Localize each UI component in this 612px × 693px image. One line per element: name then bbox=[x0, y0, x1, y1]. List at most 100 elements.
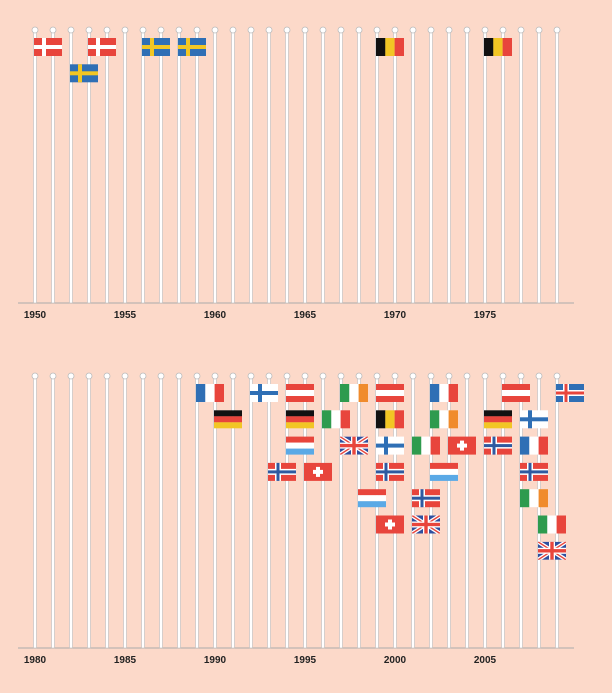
flagpole-1970 bbox=[391, 26, 399, 304]
flag-france-2002 bbox=[430, 384, 458, 402]
year-tick-label: 2000 bbox=[384, 655, 407, 666]
year-tick-label: 1965 bbox=[294, 310, 317, 321]
flagpole-1965 bbox=[301, 26, 309, 304]
flagpole-1991 bbox=[229, 372, 237, 649]
flagpole-1978 bbox=[535, 26, 543, 304]
flagpole-1966 bbox=[319, 26, 327, 304]
flag-italy-2008 bbox=[538, 515, 566, 534]
flagpole-1984 bbox=[103, 372, 111, 649]
flag-ireland-2007 bbox=[520, 489, 548, 508]
flag-italy-2001 bbox=[412, 436, 440, 455]
timeline-panel-1980s-2000s: 1980 1985 1990 1995 2000 2005 bbox=[18, 372, 584, 666]
flag-belgium-1975 bbox=[484, 38, 512, 56]
flag-germany-1990 bbox=[214, 410, 242, 429]
flagpole-1988 bbox=[175, 372, 183, 649]
flagpole-1997 bbox=[337, 372, 345, 649]
flag-germany-2005 bbox=[484, 410, 512, 429]
flag-italy-1996 bbox=[322, 410, 350, 429]
flagpole-2001 bbox=[409, 372, 417, 649]
flagpole-1977 bbox=[517, 26, 525, 304]
flag-sweden-1956 bbox=[142, 38, 170, 56]
flag-austria-2006 bbox=[502, 384, 530, 402]
flag-uk-1997 bbox=[340, 436, 368, 455]
flagpole-2006 bbox=[499, 372, 507, 649]
flagpole-1962 bbox=[247, 26, 255, 304]
flagpole-1959 bbox=[193, 26, 201, 304]
flag-sweden-1952 bbox=[70, 64, 98, 83]
flagpole-1968 bbox=[355, 26, 363, 304]
flag-austria-1999 bbox=[376, 384, 404, 402]
flagpole-1990 bbox=[211, 372, 219, 649]
flag-iceland-2009 bbox=[556, 384, 584, 402]
flag-norway-1993 bbox=[268, 462, 296, 481]
flag-france-2007 bbox=[520, 436, 548, 455]
year-tick-label: 1955 bbox=[114, 310, 137, 321]
flag-ireland-1997 bbox=[340, 384, 368, 402]
flagpole-2002 bbox=[427, 372, 435, 649]
flagpole-1996 bbox=[319, 372, 327, 649]
flag-uk-2001 bbox=[412, 515, 440, 534]
flagpole-1958 bbox=[175, 26, 183, 304]
flagpole-1994 bbox=[283, 372, 291, 649]
flagpole-1950 bbox=[31, 26, 39, 304]
flagpole-1993 bbox=[265, 372, 273, 649]
flagpole-1987 bbox=[157, 372, 165, 649]
flag-uk-2008 bbox=[538, 541, 566, 560]
flagpole-1995 bbox=[301, 372, 309, 649]
flagpole-1986 bbox=[139, 372, 147, 649]
year-tick-label: 2005 bbox=[474, 655, 497, 666]
flag-switzerland-1999 bbox=[376, 515, 404, 534]
flag-denmark-1953 bbox=[88, 38, 116, 56]
flagpole-1961 bbox=[229, 26, 237, 304]
flagpole-2009 bbox=[553, 372, 561, 649]
year-tick-label: 1960 bbox=[204, 310, 227, 321]
flag-austria-1994 bbox=[286, 384, 314, 402]
flag-denmark-1950 bbox=[34, 38, 62, 56]
flag-switzerland-1995 bbox=[304, 462, 332, 481]
flagpole-2008 bbox=[535, 372, 543, 649]
flagpole-1974 bbox=[463, 26, 471, 304]
flagpole-1979 bbox=[553, 26, 561, 304]
flag-finland-1999 bbox=[376, 436, 404, 455]
flagpole-1983 bbox=[85, 372, 93, 649]
flagpole-1960 bbox=[211, 26, 219, 304]
flagpole-1973 bbox=[445, 26, 453, 304]
flagpole-1981 bbox=[49, 372, 57, 649]
year-tick-label: 1985 bbox=[114, 655, 137, 666]
flag-luxembourg-1994 bbox=[286, 436, 314, 455]
flagpole-2000 bbox=[391, 372, 399, 649]
flagpole-1971 bbox=[409, 26, 417, 304]
flag-norway-2005 bbox=[484, 436, 512, 455]
flag-luxembourg-2002 bbox=[430, 462, 458, 481]
year-tick-label: 1950 bbox=[24, 310, 47, 321]
year-tick-label: 1975 bbox=[474, 310, 497, 321]
flagpole-1969 bbox=[373, 26, 381, 304]
flagpole-1956 bbox=[139, 26, 147, 304]
year-tick-label: 1990 bbox=[204, 655, 227, 666]
flagpole-2007 bbox=[517, 372, 525, 649]
flagpole-1992 bbox=[247, 372, 255, 649]
flagpole-1976 bbox=[499, 26, 507, 304]
flagpole-1955 bbox=[121, 26, 129, 304]
flagpole-1967 bbox=[337, 26, 345, 304]
flag-france-1989 bbox=[196, 384, 224, 402]
flag-finland-2007 bbox=[520, 410, 548, 429]
flagpole-1975 bbox=[481, 26, 489, 304]
flagpole-2005 bbox=[481, 372, 489, 649]
flag-finland-1992 bbox=[250, 384, 278, 402]
flag-norway-2001 bbox=[412, 489, 440, 508]
flag-switzerland-2003 bbox=[448, 436, 476, 455]
flagpole-1953 bbox=[85, 26, 93, 304]
flagpole-1982 bbox=[67, 372, 75, 649]
flagpole-1989 bbox=[193, 372, 201, 649]
flagpole-1999 bbox=[373, 372, 381, 649]
flagpole-1951 bbox=[49, 26, 57, 304]
flag-sweden-1958 bbox=[178, 38, 206, 56]
flag-norway-2007 bbox=[520, 462, 548, 481]
flagpole-1998 bbox=[355, 372, 363, 649]
flagpole-1972 bbox=[427, 26, 435, 304]
flag-belgium-1969 bbox=[376, 38, 404, 56]
flag-luxembourg-1998 bbox=[358, 489, 386, 508]
flagpole-1964 bbox=[283, 26, 291, 304]
